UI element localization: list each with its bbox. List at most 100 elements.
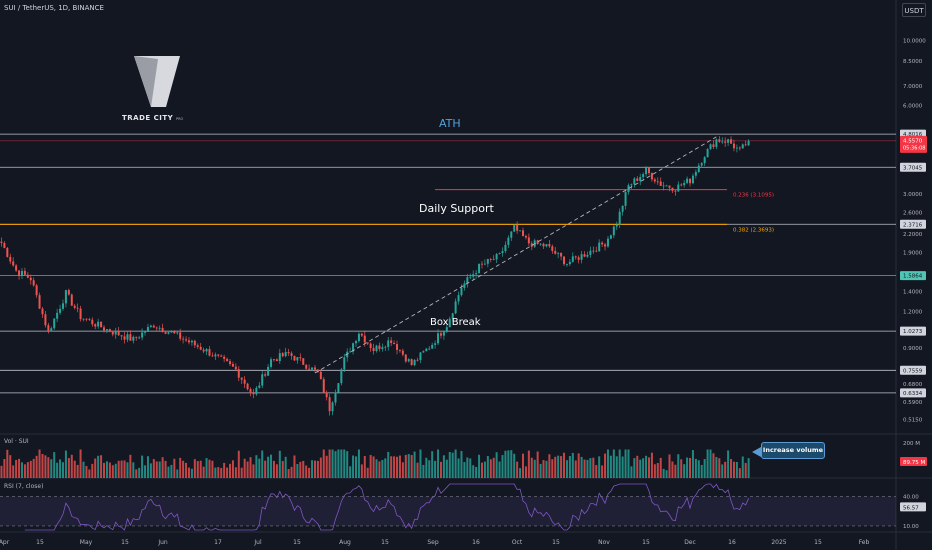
volume-bar xyxy=(428,460,431,478)
volume-bar xyxy=(223,462,226,478)
volume-bar xyxy=(366,467,369,478)
candle-body xyxy=(108,329,111,332)
volume-bar xyxy=(560,456,563,478)
candle-body xyxy=(357,333,360,342)
volume-bar xyxy=(123,460,126,478)
volume-bar xyxy=(489,459,492,478)
candle-body xyxy=(223,356,226,359)
candle-body xyxy=(478,263,481,274)
price-tick: 6.0000 xyxy=(903,104,923,110)
volume-bar xyxy=(243,458,246,478)
volume-bar xyxy=(94,458,97,478)
volume-bar xyxy=(665,470,668,478)
candle-body xyxy=(293,355,296,361)
volume-bar xyxy=(199,460,202,478)
volume-bar xyxy=(103,462,106,478)
candle-body xyxy=(396,344,399,350)
volume-bar xyxy=(278,450,281,478)
volume-bar xyxy=(612,449,615,478)
volume-bar xyxy=(445,459,448,478)
volume-bar xyxy=(741,456,744,478)
volume-bar xyxy=(539,463,542,478)
candle-body xyxy=(284,352,287,357)
price-tick: 7.0000 xyxy=(903,84,923,90)
volume-bar xyxy=(527,450,530,478)
candle-body xyxy=(328,397,331,412)
candle-body xyxy=(97,321,100,327)
candle-body xyxy=(0,241,3,243)
candle-body xyxy=(182,338,185,340)
volume-bar xyxy=(319,457,322,478)
volume-bar xyxy=(270,454,273,478)
volume-pane-label: Vol · SUI xyxy=(4,438,29,445)
volume-bar xyxy=(88,469,91,478)
volume-bar xyxy=(589,458,592,478)
volume-bar xyxy=(193,459,196,478)
volume-bar xyxy=(272,460,275,478)
volume-bar xyxy=(126,462,129,478)
candle-body xyxy=(410,359,413,366)
volume-bar xyxy=(689,457,692,478)
volume-bar xyxy=(390,456,393,478)
candle-body xyxy=(117,330,120,336)
candle-body xyxy=(132,336,135,341)
candle-body xyxy=(202,349,205,352)
volume-bar xyxy=(583,459,586,478)
candle-body xyxy=(472,274,475,277)
volume-bar xyxy=(413,451,416,478)
volume-bar xyxy=(255,455,258,478)
candle-body xyxy=(551,246,554,251)
volume-last-badge xyxy=(900,457,927,466)
level-badge-text-4: 1.0273 xyxy=(903,329,923,335)
volume-bar xyxy=(41,453,44,478)
volume-bar xyxy=(563,452,566,478)
price-tick: 10.0000 xyxy=(903,38,926,44)
candle-body xyxy=(187,340,190,343)
volume-bar xyxy=(530,457,533,478)
price-tick: 0.5150 xyxy=(903,417,923,423)
candle-body xyxy=(463,283,466,289)
volume-bar xyxy=(12,465,15,478)
candle-body xyxy=(158,327,161,329)
candle-body xyxy=(296,357,299,361)
dashed-trendline xyxy=(314,136,717,374)
volume-bar xyxy=(26,462,29,478)
volume-bar xyxy=(601,465,604,478)
volume-bar xyxy=(407,454,410,478)
candle-body xyxy=(23,270,26,275)
candle-body xyxy=(519,230,522,232)
volume-bar xyxy=(281,461,284,478)
volume-bar xyxy=(226,467,229,478)
candle-body xyxy=(372,348,375,352)
volume-bar xyxy=(495,452,498,478)
currency-selector[interactable]: USDT xyxy=(902,3,926,17)
candle-body xyxy=(381,347,384,350)
volume-bar xyxy=(735,461,738,478)
volume-bar xyxy=(548,454,551,478)
volume-bar xyxy=(574,460,577,478)
candle-body xyxy=(539,243,542,245)
volume-bar xyxy=(331,449,334,478)
volume-bar xyxy=(231,460,234,478)
candle-body xyxy=(82,318,85,320)
candle-body xyxy=(727,139,730,143)
volume-bar xyxy=(680,459,683,478)
candle-body xyxy=(114,330,117,335)
volume-bar xyxy=(141,455,144,478)
volume-bar xyxy=(460,451,463,478)
candle-body xyxy=(437,333,440,344)
volume-bar xyxy=(744,462,747,478)
candle-body xyxy=(627,185,630,193)
candle-body xyxy=(255,387,258,395)
candle-body xyxy=(316,369,319,372)
volume-bar xyxy=(173,458,176,478)
candle-body xyxy=(138,337,141,339)
candle-body xyxy=(94,324,97,327)
candle-body xyxy=(595,250,598,252)
time-tick: 15 xyxy=(814,539,822,546)
volume-bar xyxy=(457,458,460,478)
candle-body xyxy=(59,308,62,313)
volume-bar xyxy=(401,462,404,478)
candle-body xyxy=(442,331,445,336)
